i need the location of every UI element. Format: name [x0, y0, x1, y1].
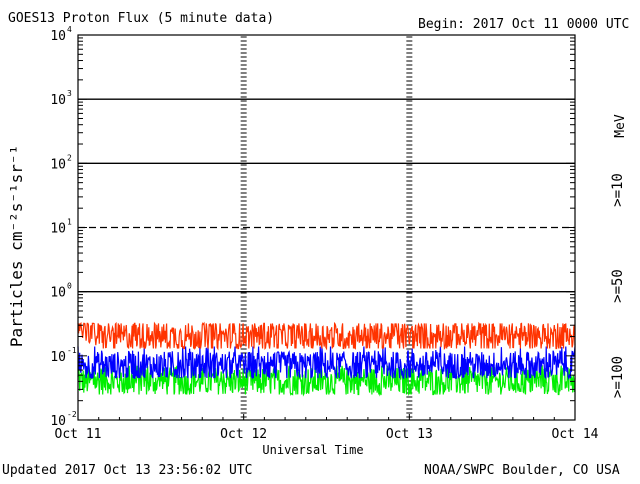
- y-tick-label: 10: [50, 222, 66, 237]
- y-tick-label: 10: [50, 350, 66, 365]
- y-tick-exponent: 1: [67, 218, 72, 227]
- y-tick-label: 10: [50, 286, 66, 301]
- y-tick-exponent: -1: [67, 346, 77, 355]
- begin-label: Begin: 2017 Oct 11 0000 UTC: [418, 17, 629, 32]
- y-tick-label: 10: [50, 29, 66, 44]
- legend-entry-ge100: >=100: [610, 356, 626, 398]
- y-tick-exponent: 2: [67, 153, 72, 162]
- y-tick-label: 10: [50, 93, 66, 108]
- y-tick-label: 10: [50, 157, 66, 172]
- y-tick-exponent: 0: [67, 282, 72, 291]
- chart-title: GOES13 Proton Flux (5 minute data): [8, 11, 274, 26]
- legend-unit: MeV: [613, 114, 628, 138]
- y-tick-label: 10: [50, 414, 66, 429]
- legend-entry-ge10: >=10: [610, 173, 626, 207]
- x-tick-label: Oct 14: [552, 427, 599, 442]
- y-tick-exponent: 3: [67, 89, 72, 98]
- y-axis-label: Particles cm⁻²s⁻¹sr⁻¹: [7, 145, 26, 347]
- x-tick-label: Oct 11: [55, 427, 102, 442]
- source-label: NOAA/SWPC Boulder, CO USA: [424, 463, 620, 478]
- x-axis-label: Universal Time: [262, 443, 363, 457]
- updated-label: Updated 2017 Oct 13 23:56:02 UTC: [2, 463, 252, 478]
- series-line: [77, 346, 576, 381]
- x-tick-label: Oct 12: [220, 427, 267, 442]
- x-tick-label: Oct 13: [386, 427, 433, 442]
- y-tick-exponent: -2: [67, 410, 77, 419]
- y-tick-exponent: 4: [67, 25, 72, 34]
- series-line: [77, 321, 576, 351]
- legend-entry-ge50: >=50: [610, 269, 626, 303]
